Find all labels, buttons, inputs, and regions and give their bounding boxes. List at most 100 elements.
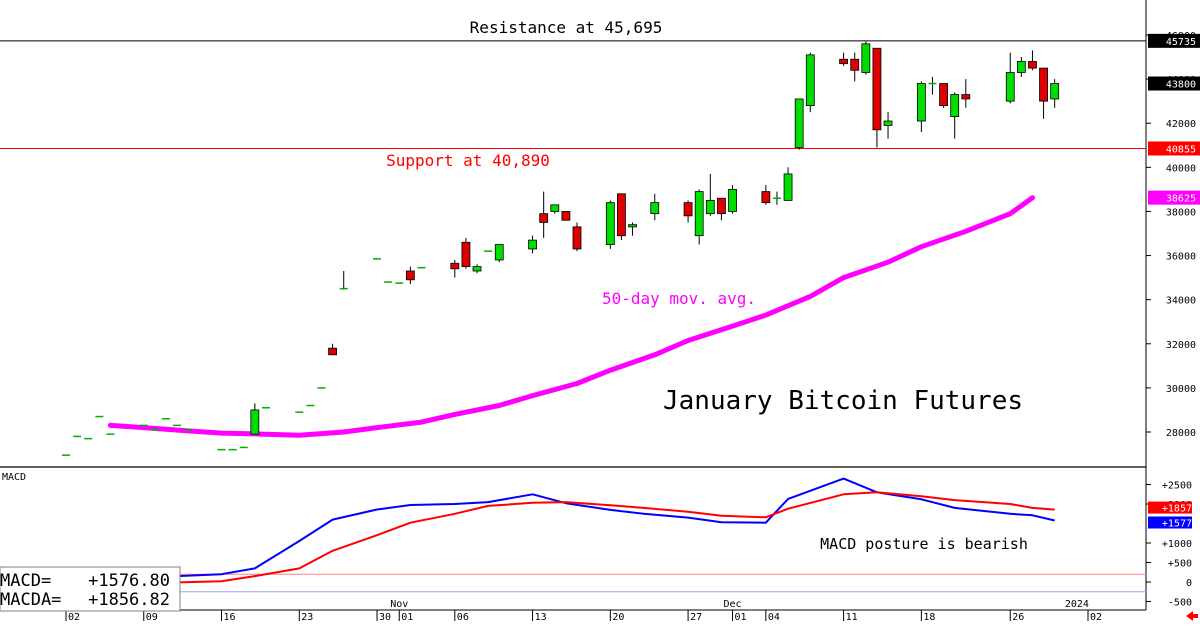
x-tick-label: 23: [301, 612, 313, 621]
candle-body: [783, 173, 793, 201]
candle: [450, 259, 460, 278]
macd-series-tag-label: +1577: [1162, 518, 1192, 529]
candle: [705, 173, 715, 216]
candle-body: [550, 204, 560, 212]
candle: [961, 79, 971, 108]
candle: [1016, 57, 1026, 77]
macd-series-tag: [1148, 501, 1192, 514]
macd-lines: [0, 477, 1146, 593]
candle-body: [950, 94, 960, 118]
candle: [561, 211, 571, 221]
candle: [1050, 79, 1060, 108]
candle: [472, 264, 482, 274]
candle: [694, 189, 704, 245]
macd-series-line: [66, 491, 1055, 585]
last-price-tag-label: 43800: [1166, 80, 1196, 91]
candle-body: [650, 202, 660, 215]
macda-readout-value: +1856.82: [88, 590, 170, 610]
support-price-tag: [1148, 141, 1200, 156]
candle: [883, 112, 893, 139]
x-tick-label: 26: [1012, 612, 1024, 621]
x-tick-label: 30: [379, 612, 391, 621]
x-tick-label: 16: [224, 612, 236, 621]
last-price-tag: [1148, 76, 1200, 91]
candle: [1028, 50, 1037, 71]
candle: [783, 167, 793, 201]
candle-body: [683, 202, 693, 217]
candle: [850, 52, 860, 82]
panel-frames: [0, 0, 1147, 611]
candle: [461, 237, 471, 269]
candle-body: [1016, 61, 1026, 73]
candle: [950, 92, 960, 139]
resistance-price-tag: [1148, 33, 1200, 48]
candle: [872, 47, 882, 148]
chart-title: January Bitcoin Futures: [663, 386, 1023, 416]
ma-annotation: 50-day mov. avg.: [602, 289, 756, 308]
candle-body: [883, 120, 893, 126]
candles: [62, 41, 1060, 456]
candle-body: [694, 191, 704, 237]
candle-body: [872, 47, 882, 131]
macd-panel-title: MACD: [2, 472, 26, 483]
candle-body: [850, 58, 860, 71]
candle: [339, 270, 348, 290]
price-tags: 45735 40855 43800 38625 +1577 +1857: [1148, 33, 1200, 529]
candle: [539, 191, 549, 238]
reference-lines: [0, 40, 1146, 149]
price-y-tick-label: 32000: [1166, 340, 1196, 351]
macd-y-tick-label: 0: [1186, 578, 1192, 589]
candle: [728, 184, 737, 214]
x-tick-label: 06: [457, 612, 469, 621]
x-tick-label: 04: [768, 612, 780, 621]
x-tick-label: 13: [535, 612, 547, 621]
candle: [761, 184, 771, 205]
support-price-tag-label: 40855: [1166, 144, 1196, 155]
candle: [805, 52, 815, 113]
x-tick-label: 18: [923, 612, 935, 621]
candle-body: [617, 193, 626, 237]
candle: [861, 41, 871, 75]
candle: [572, 222, 582, 252]
candle: [550, 204, 560, 214]
candle: [417, 266, 426, 269]
x-tick-label: 02: [68, 612, 80, 621]
candle: [928, 76, 937, 95]
candle: [328, 343, 338, 356]
candle-body: [561, 211, 571, 221]
macd-y-tick-label: +2500: [1162, 481, 1192, 492]
candle: [683, 200, 693, 223]
candle-body: [605, 202, 615, 245]
candle-body: [628, 224, 637, 228]
x-tick-label: 11: [846, 612, 858, 621]
x-tick-label: 20: [612, 612, 624, 621]
ma-price-tag: [1148, 190, 1200, 205]
price-y-tick-label: 38000: [1166, 207, 1196, 218]
axes: 28000 30000 32000 34000 36000 38000 40000 42000…: [65, 31, 1196, 623]
month-label: Dec: [723, 599, 741, 610]
price-y-tick-label: 30000: [1166, 384, 1196, 395]
month-label: Nov: [390, 599, 408, 610]
candle: [1039, 67, 1048, 119]
scroll-left-arrow-icon[interactable]: [1186, 611, 1198, 621]
macd-y-tick-label: +500: [1168, 559, 1192, 570]
candle: [494, 244, 504, 263]
candle-body: [794, 98, 804, 148]
macd-series-tag-label: +1857: [1162, 504, 1192, 515]
candle-body: [1005, 72, 1015, 102]
candle-body: [705, 200, 715, 215]
candle-body: [761, 191, 771, 204]
candle-body: [539, 213, 549, 223]
candle: [617, 193, 626, 241]
candle-body: [805, 54, 815, 106]
support-annotation: Support at 40,890: [386, 151, 550, 170]
candle: [306, 404, 315, 407]
candle-body: [728, 188, 737, 212]
candle-body: [328, 347, 338, 356]
candle-body: [450, 262, 460, 270]
price-y-tick-label: 40000: [1166, 163, 1196, 174]
candle: [605, 200, 615, 249]
candle: [717, 197, 726, 221]
